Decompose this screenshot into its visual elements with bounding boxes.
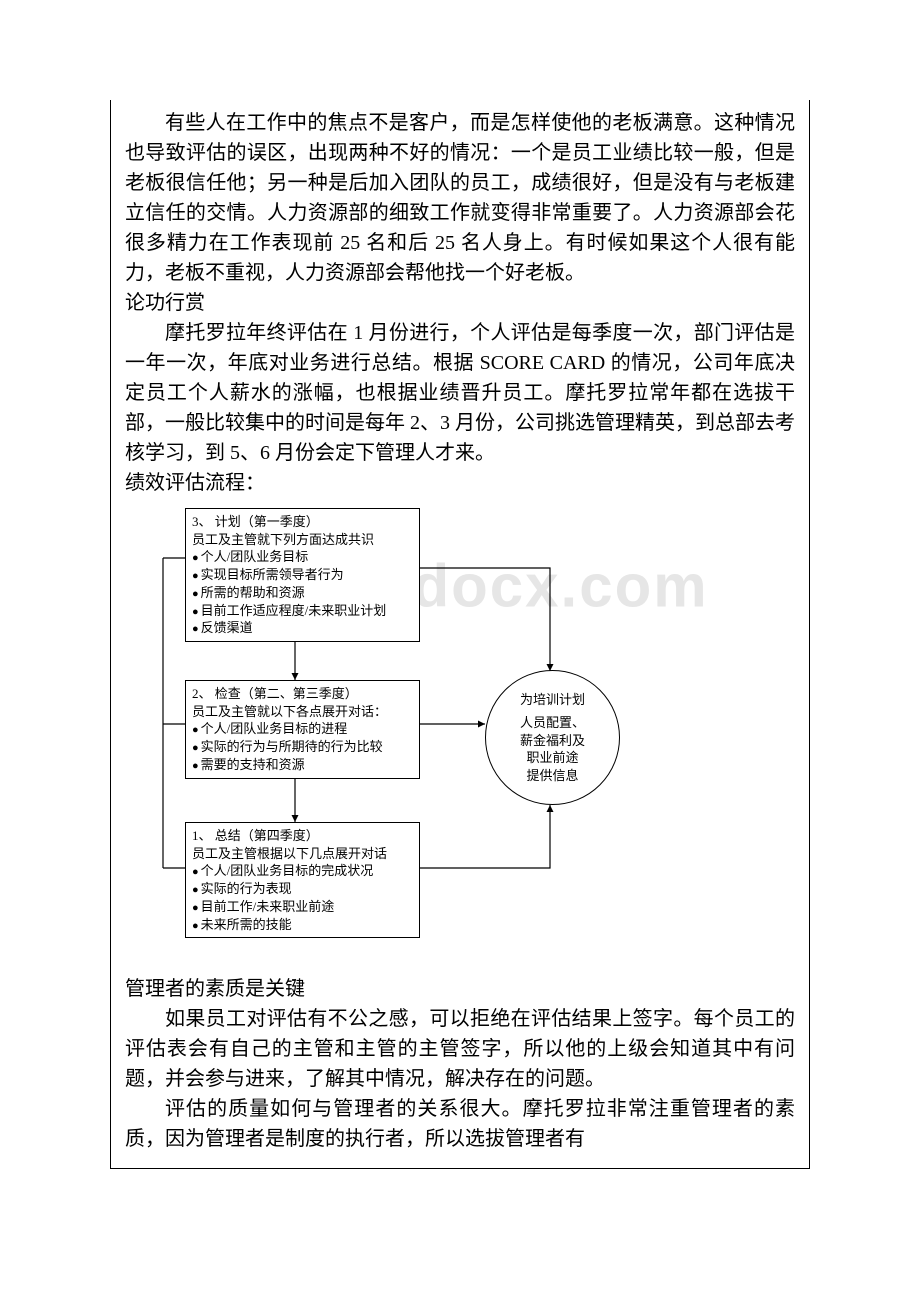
flow-item: 个人/团队业务目标 xyxy=(192,548,413,566)
flow-item: 未来所需的技能 xyxy=(192,916,413,934)
paragraph-1: 有些人在工作中的焦点不是客户，而是怎样使他的老板满意。这种情况也导致评估的误区，… xyxy=(125,108,795,288)
paragraph-4: 评估的质量如何与管理者的关系很大。摩托罗拉非常注重管理者的素质，因为管理者是制度… xyxy=(125,1094,795,1154)
page: www.bdocx.com 有些人在工作中的焦点不是客户，而是怎样使他的老板满意… xyxy=(0,0,920,1302)
circle-line: 提供信息 xyxy=(526,767,578,785)
flow-box-sub: 员工及主管根据以下几点展开对话 xyxy=(192,845,413,863)
flow-box-title: 1、 总结（第四季度） xyxy=(192,827,413,845)
flow-item: 实际的行为表现 xyxy=(192,880,413,898)
flow-item: 所需的帮助和资源 xyxy=(192,584,413,602)
flow-item: 目前工作适应程度/未来职业计划 xyxy=(192,602,413,620)
flow-box-plan: 3、 计划（第一季度） 员工及主管就下列方面达成共识 个人/团队业务目标 实现目… xyxy=(185,508,420,642)
flow-item: 实现目标所需领导者行为 xyxy=(192,566,413,584)
flow-item: 个人/团队业务目标的完成状况 xyxy=(192,862,413,880)
flow-item: 需要的支持和资源 xyxy=(192,756,413,774)
circle-line: 薪金福利及 xyxy=(520,732,585,750)
heading-reward: 论功行赏 xyxy=(125,288,795,318)
flow-item: 目前工作/未来职业前途 xyxy=(192,898,413,916)
flow-box-title: 2、 检查（第二、第三季度） xyxy=(192,685,413,703)
paragraph-2: 摩托罗拉年终评估在 1 月份进行，个人评估是每季度一次，部门评估是一年一次，年底… xyxy=(125,318,795,468)
circle-line: 为培训计划 xyxy=(520,691,585,709)
flow-box-sub: 员工及主管就以下各点展开对话： xyxy=(192,703,413,721)
flowchart: 3、 计划（第一季度） 员工及主管就下列方面达成共识 个人/团队业务目标 实现目… xyxy=(145,508,645,968)
flow-item: 实际的行为与所期待的行为比较 xyxy=(192,738,413,756)
paragraph-3: 如果员工对评估有不公之感，可以拒绝在评估结果上签字。每个员工的评估表会有自己的主… xyxy=(125,1004,795,1094)
flow-box-summary: 1、 总结（第四季度） 员工及主管根据以下几点展开对话 个人/团队业务目标的完成… xyxy=(185,822,420,938)
flow-item: 反馈渠道 xyxy=(192,619,413,637)
circle-line: 人员配置、 xyxy=(520,714,585,732)
heading-flow: 绩效评估流程： xyxy=(125,468,795,498)
heading-manager: 管理者的素质是关键 xyxy=(125,974,795,1004)
flow-box-check: 2、 检查（第二、第三季度） 员工及主管就以下各点展开对话： 个人/团队业务目标… xyxy=(185,680,420,779)
document-frame: 有些人在工作中的焦点不是客户，而是怎样使他的老板满意。这种情况也导致评估的误区，… xyxy=(110,100,810,1169)
flow-output-circle: 为培训计划 人员配置、 薪金福利及 职业前途 提供信息 xyxy=(485,670,620,805)
flow-box-title: 3、 计划（第一季度） xyxy=(192,513,413,531)
flow-box-sub: 员工及主管就下列方面达成共识 xyxy=(192,531,413,549)
circle-line: 职业前途 xyxy=(526,749,578,767)
flow-item: 个人/团队业务目标的进程 xyxy=(192,720,413,738)
